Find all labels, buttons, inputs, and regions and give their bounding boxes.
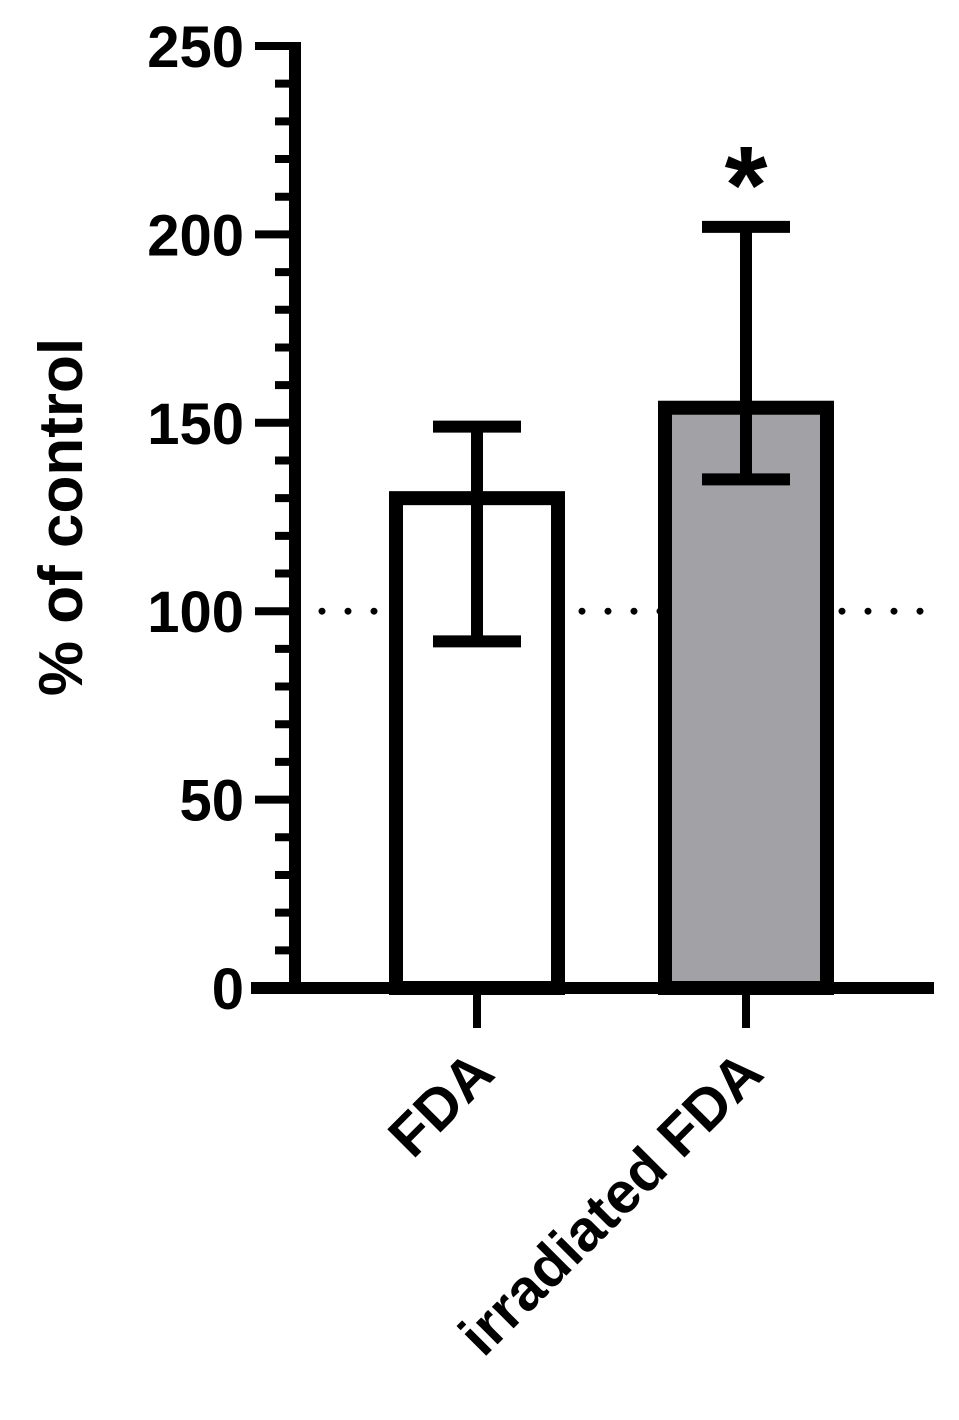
y-tick-labels: 0 50 100 150 200 250 bbox=[147, 15, 244, 1022]
y-tick-label: 150 bbox=[147, 392, 244, 457]
significance-asterisk: * bbox=[725, 124, 768, 247]
y-tick-label: 100 bbox=[147, 580, 244, 645]
y-tick-label: 50 bbox=[179, 769, 244, 834]
y-axis bbox=[255, 42, 301, 992]
y-tick-label: 200 bbox=[147, 203, 244, 268]
y-axis-title: % of control bbox=[27, 338, 96, 696]
y-tick-label: 0 bbox=[212, 957, 244, 1022]
significance-marks: * bbox=[725, 124, 768, 247]
x-axis bbox=[251, 982, 934, 1028]
x-tick-label: FDA bbox=[376, 1039, 506, 1169]
bars bbox=[389, 400, 834, 995]
error-bars bbox=[433, 220, 790, 648]
bar-irradiated-fda bbox=[658, 400, 834, 995]
y-tick-label: 250 bbox=[147, 15, 244, 80]
